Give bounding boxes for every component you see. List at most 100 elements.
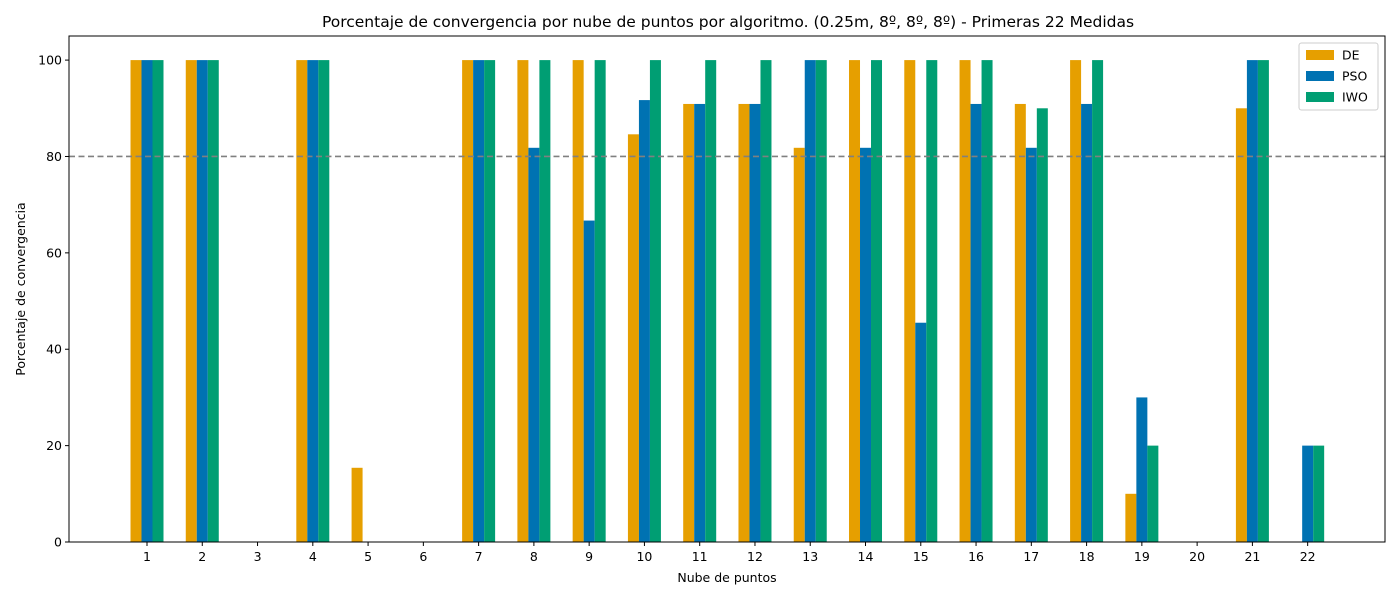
y-tick-label: 80	[46, 149, 62, 164]
bar-de-15	[904, 60, 916, 542]
y-tick-label: 40	[46, 342, 62, 357]
bar-pso-9	[583, 220, 595, 542]
bar-de-7	[462, 60, 474, 542]
x-tick-label: 22	[1300, 549, 1316, 564]
bar-iwo-22	[1313, 445, 1325, 542]
bar-de-14	[849, 60, 861, 542]
bar-iwo-15	[926, 60, 938, 542]
x-tick-label: 8	[530, 549, 538, 564]
series-pso	[141, 60, 1314, 543]
bar-pso-10	[638, 100, 650, 542]
legend: DE PSO IWO	[1298, 42, 1379, 111]
plot-frame	[68, 35, 1386, 543]
bar-iwo-10	[649, 60, 661, 542]
x-tick-label: 21	[1244, 549, 1260, 564]
y-tick-label: 100	[38, 53, 62, 68]
bar-iwo-19	[1147, 445, 1159, 542]
bar-de-19	[1125, 493, 1137, 542]
y-tick-label: 60	[46, 245, 62, 260]
bar-iwo-7	[484, 60, 496, 542]
bar-pso-14	[860, 147, 872, 543]
bar-de-2	[185, 60, 197, 542]
x-tick-label: 16	[968, 549, 984, 564]
bar-pso-22	[1302, 445, 1314, 542]
bar-de-16	[959, 60, 971, 542]
bar-de-8	[517, 60, 529, 542]
legend-label-pso: PSO	[1342, 69, 1367, 84]
x-tick-label: 19	[1134, 549, 1150, 564]
bar-iwo-2	[207, 60, 219, 542]
bar-pso-11	[694, 103, 706, 542]
x-axis: 1 2 3 4 5 6 7 8 9 10 11 12 13 14 15 16 17 18 19 20 21 22	[143, 542, 1316, 564]
bar-iwo-11	[705, 60, 717, 542]
bar-pso-2	[196, 60, 208, 542]
bar-de-21	[1235, 108, 1247, 542]
chart-title: Porcentaje de convergencia por nube de p…	[322, 13, 1134, 31]
legend-swatch-iwo	[1306, 92, 1334, 102]
series-iwo	[152, 60, 1325, 542]
y-axis-label: Porcentaje de convergencia	[13, 202, 28, 375]
x-tick-label: 2	[198, 549, 206, 564]
x-tick-label: 1	[143, 549, 151, 564]
bar-pso-19	[1136, 397, 1148, 542]
bar-iwo-14	[871, 60, 883, 542]
x-tick-label: 6	[419, 549, 427, 564]
x-tick-label: 5	[364, 549, 372, 564]
y-tick-label: 0	[54, 535, 62, 550]
x-tick-label: 3	[254, 549, 262, 564]
bar-de-18	[1070, 60, 1082, 542]
bar-pso-15	[915, 322, 927, 542]
y-axis: 0 20 40 60 80 100	[38, 53, 69, 550]
bar-iwo-4	[318, 60, 330, 542]
bar-iwo-12	[760, 60, 772, 542]
bar-iwo-9	[594, 60, 606, 542]
x-tick-label: 14	[858, 549, 874, 564]
bar-pso-4	[307, 60, 319, 542]
bar-iwo-16	[981, 60, 993, 542]
bar-de-13	[793, 147, 805, 543]
bar-iwo-1	[152, 60, 164, 542]
x-tick-label: 17	[1023, 549, 1039, 564]
x-tick-label: 13	[802, 549, 818, 564]
x-tick-label: 11	[692, 549, 708, 564]
y-tick-label: 20	[46, 438, 62, 453]
x-tick-label: 20	[1189, 549, 1205, 564]
series-de	[130, 60, 1247, 543]
legend-label-iwo: IWO	[1342, 90, 1368, 105]
bar-iwo-13	[815, 60, 827, 542]
legend-swatch-pso	[1306, 71, 1334, 81]
bar-de-11	[683, 103, 695, 542]
bar-de-1	[130, 60, 142, 542]
bar-de-17	[1014, 103, 1026, 542]
x-tick-label: 7	[475, 549, 483, 564]
bar-pso-7	[473, 60, 485, 542]
x-tick-label: 12	[747, 549, 763, 564]
x-tick-label: 18	[1079, 549, 1095, 564]
bar-pso-17	[1025, 147, 1037, 543]
x-axis-label: Nube de puntos	[677, 570, 776, 585]
x-tick-label: 15	[913, 549, 929, 564]
bar-pso-12	[749, 103, 761, 542]
bar-iwo-17	[1036, 108, 1048, 542]
legend-label-de: DE	[1342, 48, 1360, 63]
x-tick-label: 10	[636, 549, 652, 564]
legend-swatch-de	[1306, 50, 1334, 60]
bar-de-12	[738, 103, 750, 542]
bar-de-5	[351, 467, 363, 542]
bar-pso-18	[1081, 103, 1093, 542]
bar-iwo-8	[539, 60, 551, 542]
x-tick-label: 4	[309, 549, 317, 564]
plot-area	[69, 60, 1385, 543]
bar-pso-13	[804, 60, 816, 542]
x-tick-label: 9	[585, 549, 593, 564]
bar-pso-1	[141, 60, 153, 542]
bar-pso-21	[1246, 60, 1258, 542]
bar-iwo-21	[1257, 60, 1269, 542]
bar-pso-16	[970, 103, 982, 542]
bar-de-9	[572, 60, 584, 542]
bar-iwo-18	[1092, 60, 1104, 542]
bar-pso-8	[528, 147, 540, 543]
bar-de-10	[627, 134, 639, 542]
bar-de-4	[296, 60, 308, 542]
